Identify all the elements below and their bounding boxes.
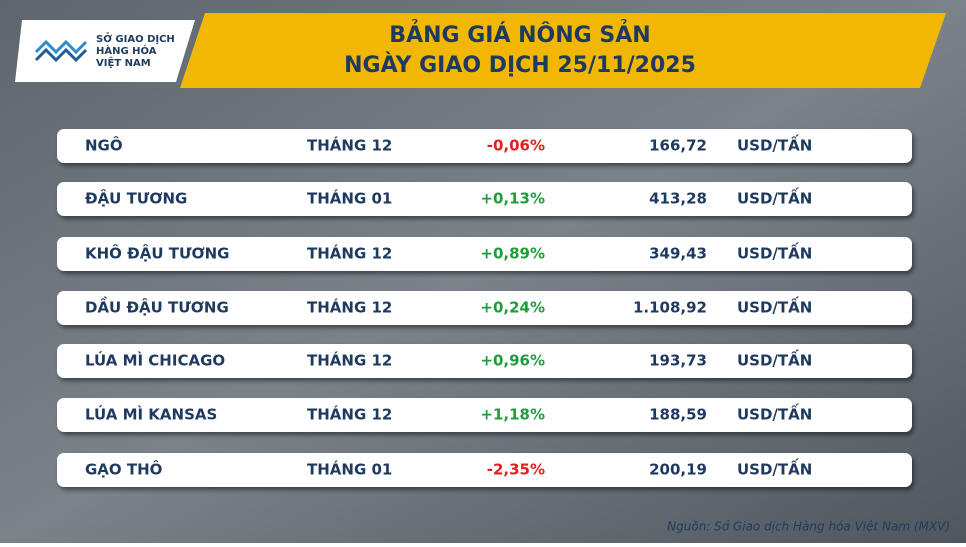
month: THÁNG 12 xyxy=(307,136,392,155)
commodity: KHÔ ĐẬU TƯƠNG xyxy=(85,243,229,263)
commodity: GẠO THÔ xyxy=(85,460,162,479)
row-bar xyxy=(57,129,912,163)
month: THÁNG 12 xyxy=(307,244,392,263)
month: THÁNG 12 xyxy=(307,351,392,370)
logo-line: SỞ GIAO DỊCH xyxy=(96,31,175,45)
unit: USD/TẤN xyxy=(737,134,812,155)
change: -0,06% xyxy=(487,137,545,155)
unit: USD/TẤN xyxy=(737,296,812,317)
unit: USD/TẤN xyxy=(737,242,812,263)
month: THÁNG 01 xyxy=(307,189,392,208)
unit: USD/TẤN xyxy=(737,349,812,370)
unit: USD/TẤN xyxy=(737,458,812,479)
row-bar xyxy=(57,344,912,378)
row-bar xyxy=(57,398,912,432)
commodity: LÚA MÌ KANSAS xyxy=(85,405,217,424)
row-bar xyxy=(57,237,912,271)
month: THÁNG 12 xyxy=(307,298,392,317)
price: 166,72 xyxy=(649,137,707,155)
row-bar xyxy=(57,182,912,216)
row-bar xyxy=(57,453,912,487)
change: +0,89% xyxy=(480,245,545,263)
logo-line: VIỆT NAM xyxy=(96,56,151,69)
logo-line: HÀNG HÓA xyxy=(96,44,157,57)
row-bar xyxy=(57,291,912,325)
price: 1.108,92 xyxy=(633,299,707,317)
title: BẢNG GIÁ NÔNG SẢN xyxy=(389,20,650,48)
change: +0,24% xyxy=(480,299,545,317)
price: 188,59 xyxy=(649,406,707,424)
table: NGÔ THÁNG 12 -0,06% 166,72 USD/TẤN ĐẬU TƯƠNG T… xyxy=(57,129,912,487)
title: NGÀY GIAO DỊCH 25/11/2025 xyxy=(344,52,696,78)
month: THÁNG 12 xyxy=(307,405,392,424)
month: THÁNG 01 xyxy=(307,460,392,479)
price: 193,73 xyxy=(649,352,707,370)
unit: USD/TẤN xyxy=(737,403,812,424)
price: 413,28 xyxy=(649,190,707,208)
logo-box xyxy=(15,20,195,82)
commodity: DẦU ĐẬU TƯƠNG xyxy=(85,296,229,317)
commodity: NGÔ xyxy=(85,136,123,155)
source: Nguồn: Sở Giao dịch Hàng hóa Việt Nam (M… xyxy=(667,520,950,534)
price: 349,43 xyxy=(649,245,707,263)
change: +1,18% xyxy=(480,406,545,424)
commodity: LÚA MÌ CHICAGO xyxy=(85,351,225,370)
price: 200,19 xyxy=(649,461,707,479)
change: +0,96% xyxy=(480,352,545,370)
logo-mark xyxy=(34,39,88,63)
unit: USD/TẤN xyxy=(737,187,812,208)
change: -2,35% xyxy=(487,461,545,479)
commodity: ĐẬU TƯƠNG xyxy=(85,188,187,208)
title-banner xyxy=(180,13,946,88)
change: +0,13% xyxy=(480,190,545,208)
